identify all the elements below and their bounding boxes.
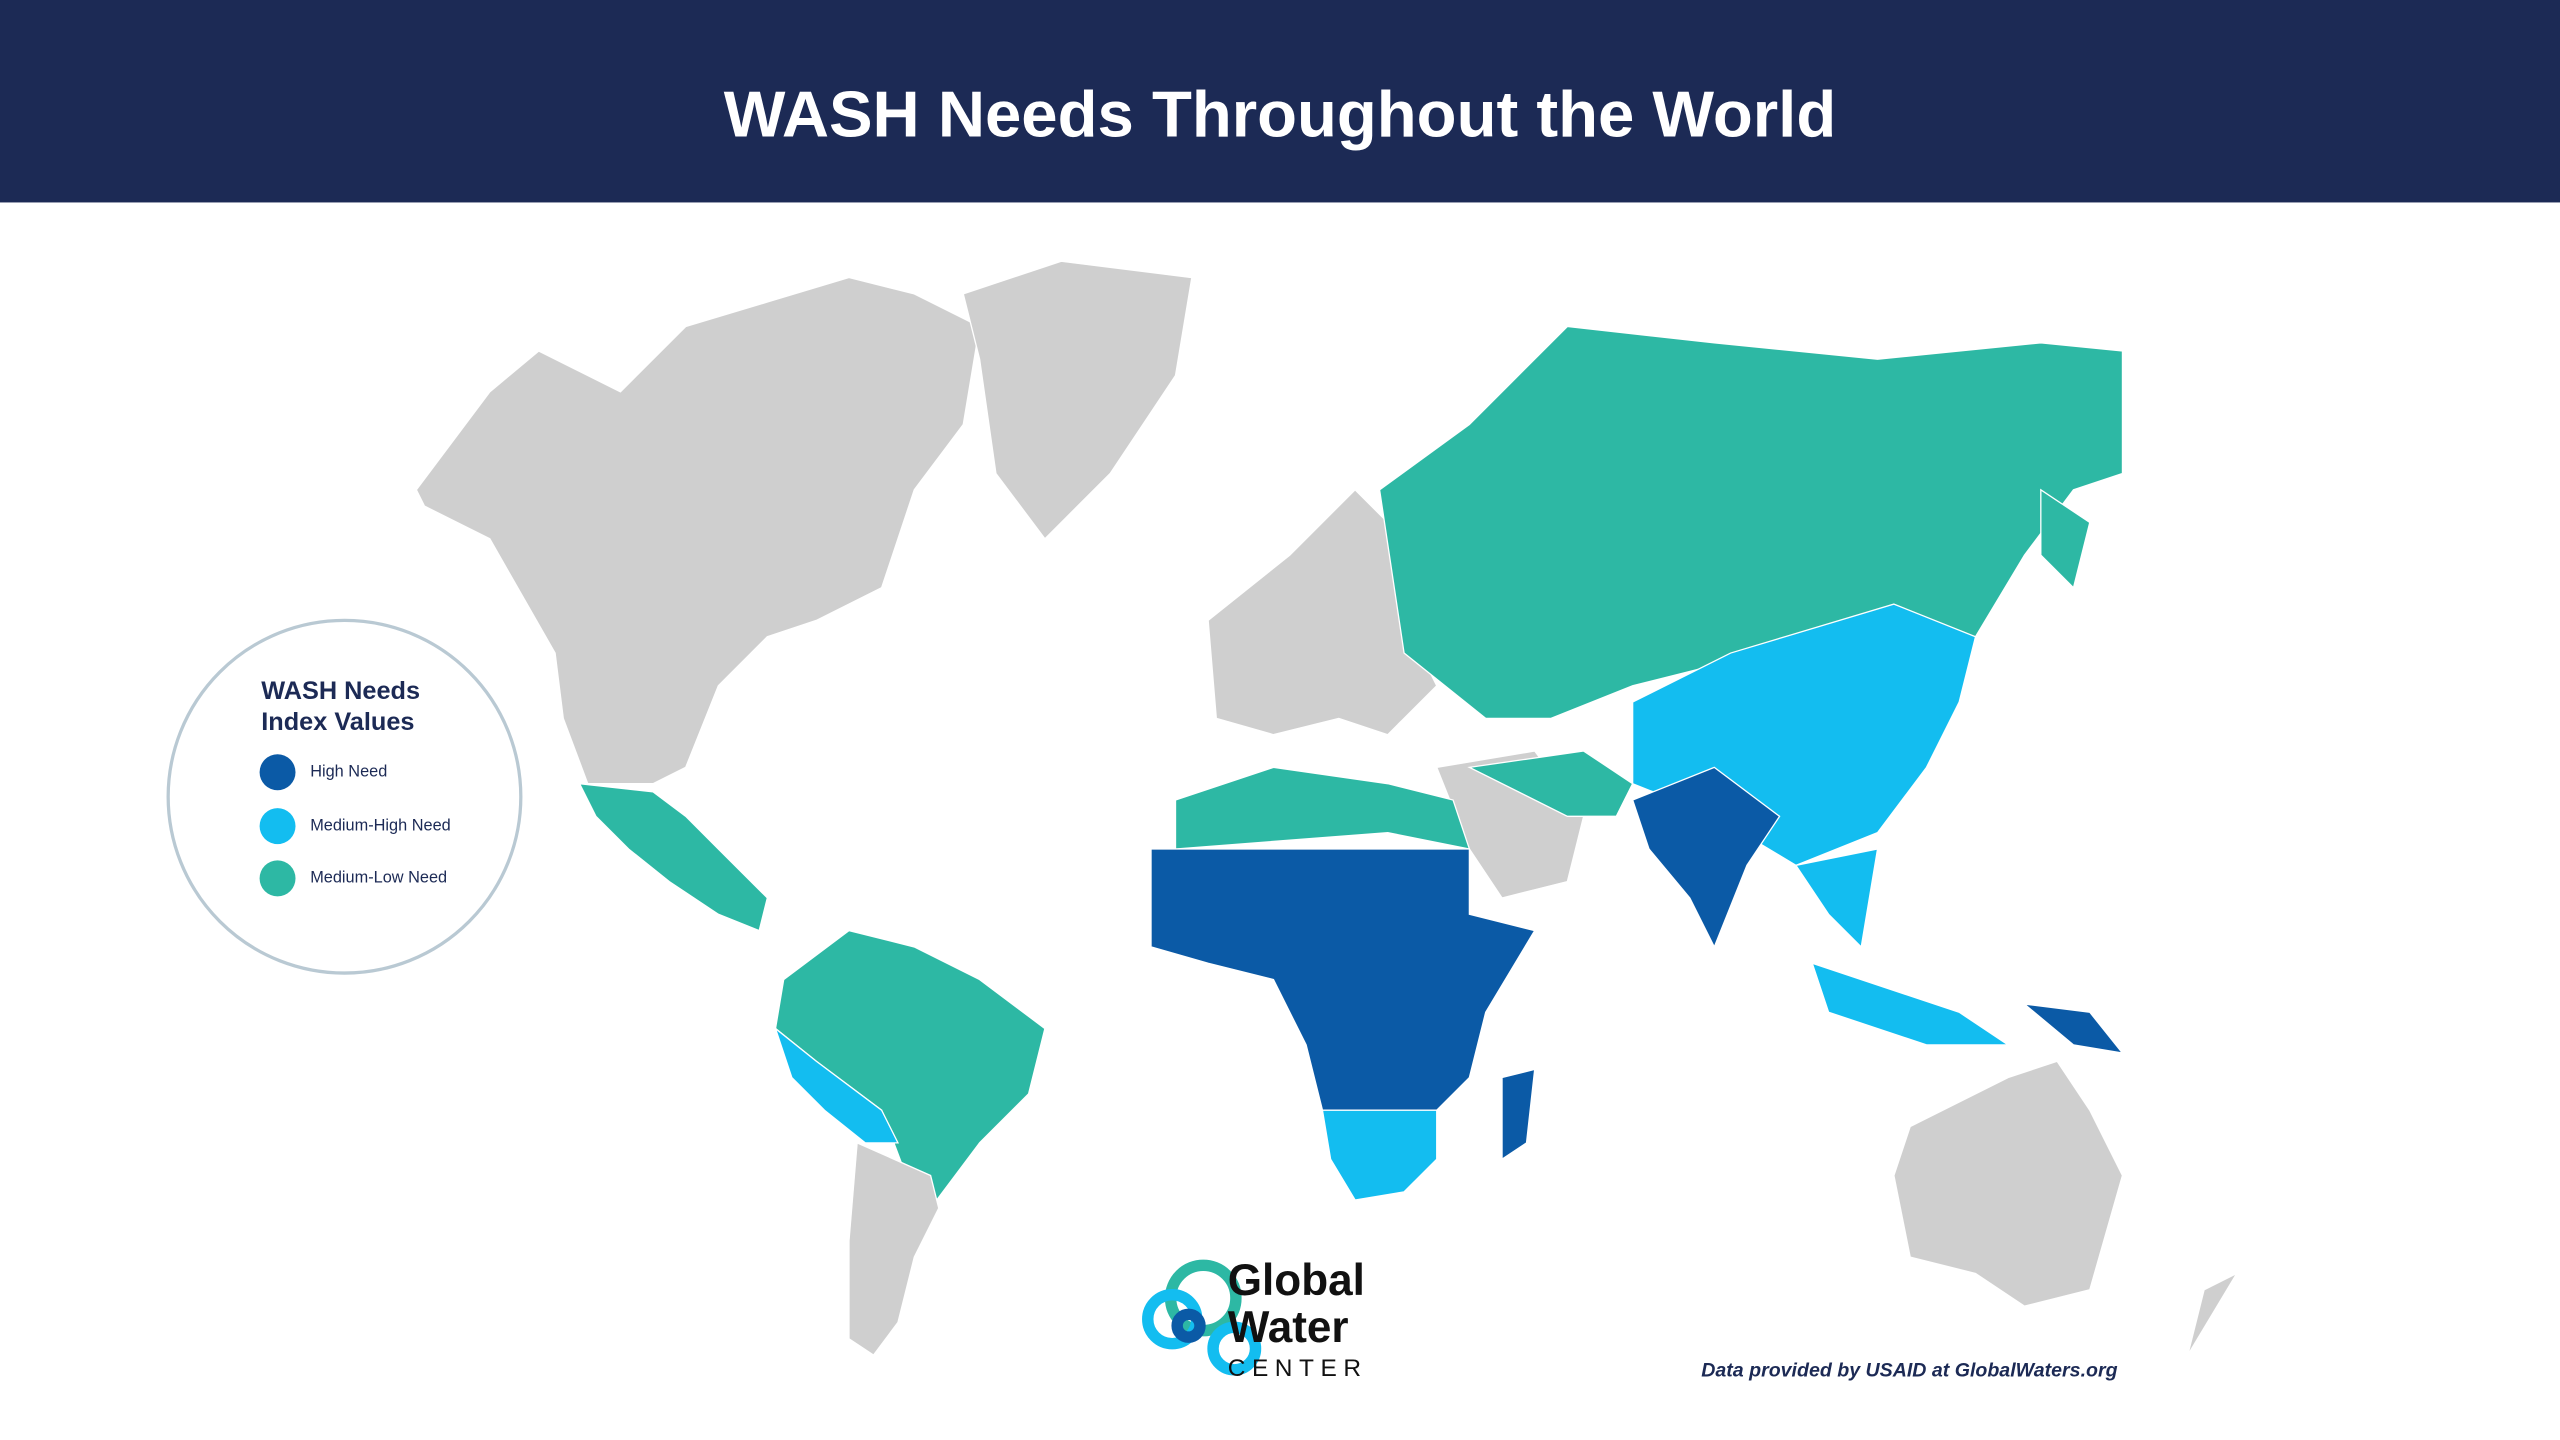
country-region xyxy=(1174,766,1471,850)
country-region xyxy=(962,260,1193,540)
logo-text: Global xyxy=(1228,1256,1365,1305)
legend: High Need Medium-High Need Medium-Low Need xyxy=(259,754,451,897)
country-region xyxy=(2040,488,2091,590)
legend-swatch xyxy=(259,860,296,897)
legend-swatch xyxy=(259,808,296,845)
country-region xyxy=(415,276,981,785)
country-region xyxy=(578,782,769,932)
country-region xyxy=(1501,1068,1536,1161)
logo-ring xyxy=(1207,1321,1262,1376)
legend-label: Medium-High Need xyxy=(310,816,451,834)
legend-label: High Need xyxy=(310,763,387,781)
country-region xyxy=(774,1026,900,1144)
logo-text: CENTER xyxy=(1228,1355,1368,1382)
legend-title: WASH Needs xyxy=(261,677,420,705)
country-region xyxy=(1893,1060,2124,1307)
legend-title: Index Values xyxy=(261,708,414,736)
logo-ring xyxy=(1171,1308,1206,1343)
logo-mark xyxy=(1142,1259,1262,1376)
logo-text: Water xyxy=(1228,1303,1349,1352)
country-region xyxy=(848,1141,940,1356)
country-region xyxy=(1794,848,1879,949)
world-map xyxy=(415,260,2239,1356)
country-region xyxy=(1321,1109,1438,1201)
country-region xyxy=(1631,766,1781,949)
legend-label: Medium-Low Need xyxy=(310,869,447,887)
country-region xyxy=(1467,750,1634,817)
data-credit: Data provided by USAID at GlobalWaters.o… xyxy=(1701,1360,2117,1382)
header-bar xyxy=(0,0,2560,203)
country-region xyxy=(1207,488,1438,736)
legend-frame xyxy=(166,618,523,975)
country-region xyxy=(1150,848,1536,1128)
country-region xyxy=(1811,962,2011,1046)
country-region xyxy=(2187,1271,2239,1356)
legend-swatch xyxy=(259,754,296,791)
page-title: WASH Needs Throughout the World xyxy=(724,77,1836,150)
country-region xyxy=(2022,1003,2125,1054)
